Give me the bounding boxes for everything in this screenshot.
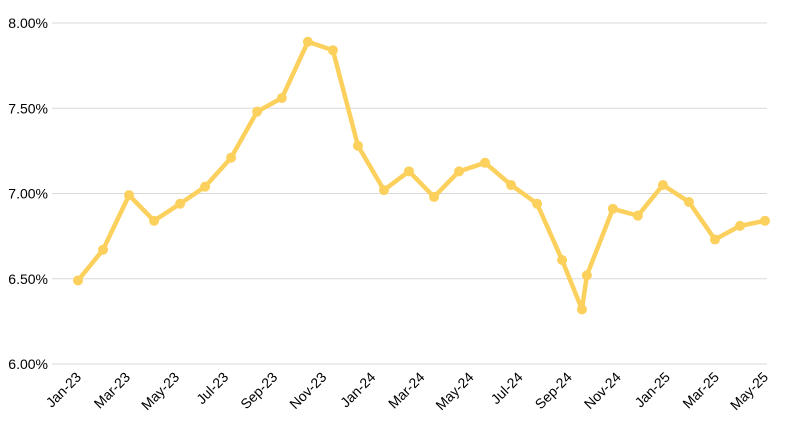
x-tick-label: Jan-25 xyxy=(631,369,673,411)
point xyxy=(429,191,440,202)
point xyxy=(632,210,643,221)
x-tick-label: Jan-24 xyxy=(337,369,379,411)
point xyxy=(302,36,313,47)
x-tick-label: May-24 xyxy=(432,369,476,413)
point xyxy=(124,190,135,201)
point xyxy=(557,254,568,265)
point xyxy=(734,220,745,231)
point xyxy=(98,244,109,255)
x-tick-label: Sep-24 xyxy=(532,369,575,412)
y-tick-label: 6.50% xyxy=(8,271,48,287)
point xyxy=(226,152,237,163)
x-tick-label: Nov-24 xyxy=(581,369,624,412)
x-tick-label: Mar-23 xyxy=(91,369,134,412)
point xyxy=(576,304,587,315)
point xyxy=(352,140,363,151)
point xyxy=(378,185,389,196)
x-tick-label: Mar-25 xyxy=(679,369,722,412)
y-tick-label: 8.00% xyxy=(8,15,48,31)
y-tick-label: 7.50% xyxy=(8,100,48,116)
x-tick-label: Jan-23 xyxy=(43,369,85,411)
point xyxy=(200,181,211,192)
y-tick-label: 6.00% xyxy=(8,356,48,372)
point xyxy=(252,106,263,117)
point xyxy=(327,45,338,56)
point xyxy=(276,93,287,104)
x-tick-label: Nov-23 xyxy=(286,369,329,412)
point xyxy=(657,179,668,190)
point xyxy=(403,166,414,177)
point xyxy=(175,198,186,209)
line xyxy=(75,39,768,312)
point xyxy=(607,203,618,214)
point xyxy=(581,270,592,281)
x-tick-label: Jul-24 xyxy=(487,369,525,407)
x-tick-label: Jul-23 xyxy=(193,369,231,407)
x-tick-label: Sep-23 xyxy=(237,369,280,412)
point xyxy=(506,179,517,190)
point xyxy=(454,166,465,177)
point xyxy=(683,197,694,208)
point xyxy=(73,275,83,286)
x-tick-label: May-23 xyxy=(138,369,182,413)
y-tick-label: 7.00% xyxy=(8,186,48,202)
point xyxy=(480,157,491,168)
x-tick-label: May-25 xyxy=(727,369,771,413)
point xyxy=(532,198,543,209)
point xyxy=(709,234,720,245)
point xyxy=(760,215,770,226)
x-tick-label: Mar-24 xyxy=(385,369,428,412)
point xyxy=(149,215,160,226)
